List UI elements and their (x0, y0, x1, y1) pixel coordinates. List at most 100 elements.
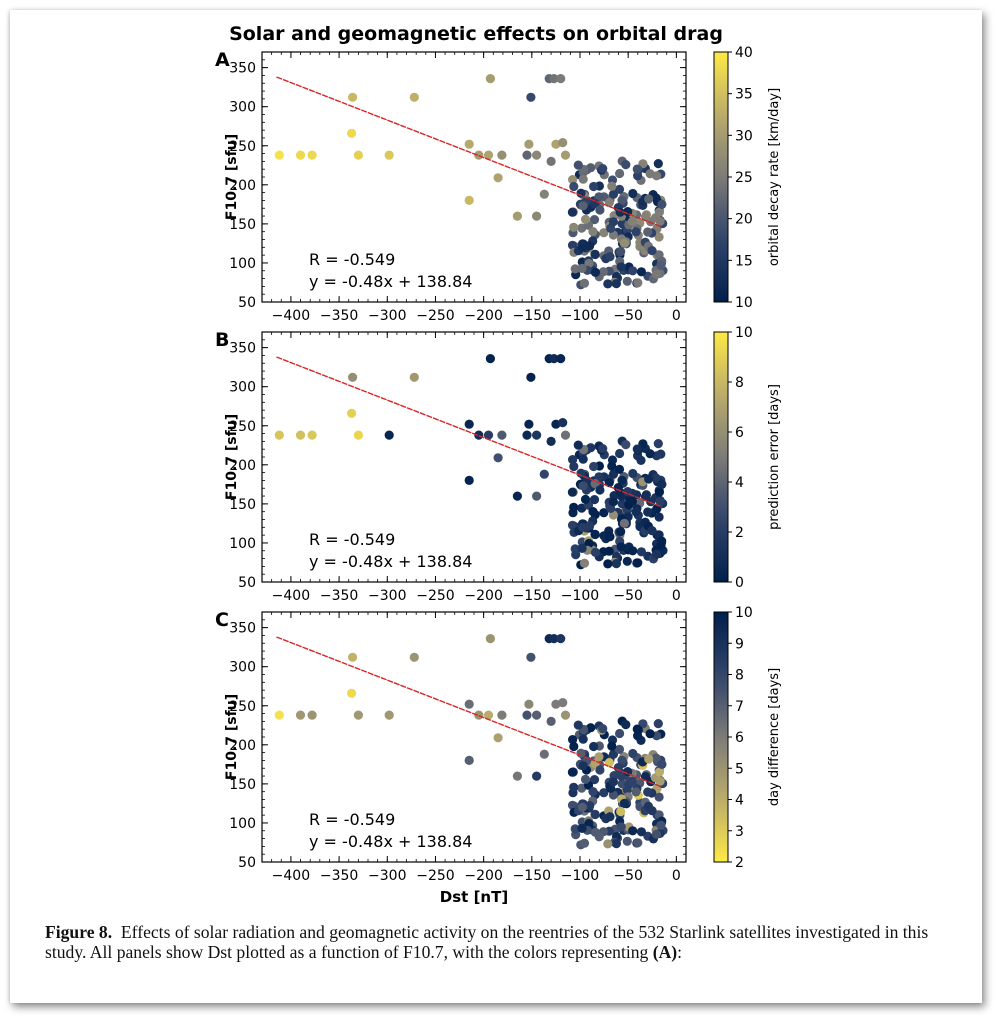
scatter-point (577, 823, 587, 834)
colorbar-tick-label: 7 (735, 699, 744, 715)
scatter-point (409, 372, 419, 382)
scatter-point (524, 419, 534, 429)
colorbar-tick-label: 4 (735, 793, 744, 809)
scatter-point (654, 207, 665, 217)
x-tick-label: −400 (272, 588, 310, 604)
scatter-point (636, 267, 647, 277)
scatter-point (539, 469, 549, 479)
scatter-point (474, 710, 484, 720)
scatter-point (640, 492, 651, 502)
scatter-point (645, 449, 655, 459)
scatter-point (483, 710, 494, 720)
scatter-point (347, 688, 357, 698)
scatter-point (348, 92, 358, 102)
scatter-point (590, 267, 601, 277)
scatter-point (524, 139, 534, 149)
x-axis-label: Dst [nT] (440, 888, 508, 906)
x-tick-label: −400 (272, 868, 310, 884)
colorbar-tick-label: 6 (735, 425, 744, 441)
scatter-point (560, 150, 571, 160)
scatter-point (631, 787, 641, 797)
scatter-point (594, 472, 604, 482)
scatter-point (633, 838, 643, 848)
scatter-point (567, 240, 578, 250)
scatter-point (568, 175, 578, 185)
scatter-point (617, 475, 627, 485)
scatter-point (532, 150, 542, 160)
scatter-point (532, 771, 542, 781)
scatter-point (590, 809, 600, 820)
scatter-point (628, 266, 638, 276)
scatter-point (657, 199, 667, 209)
colorbar-tick-label: 5 (735, 761, 744, 777)
scatter-point (307, 150, 317, 160)
x-tick-label: −250 (416, 588, 454, 604)
fit-line (276, 636, 663, 788)
scatter-point (577, 802, 588, 812)
x-tick-label: −200 (464, 308, 502, 324)
y-tick-label: 100 (229, 536, 256, 552)
scatter-point (654, 487, 665, 497)
scatter-point (493, 453, 503, 463)
scatter-point (474, 150, 484, 160)
scatter-point (611, 559, 622, 569)
scatter-point (651, 473, 661, 483)
fit-line (276, 76, 663, 228)
scatter-point (569, 502, 579, 512)
scatter-point (569, 461, 579, 472)
x-tick-label: −300 (368, 308, 406, 324)
scatter-point (627, 216, 638, 226)
scatter-point (295, 430, 306, 440)
scatter-point (569, 741, 579, 752)
scatter-point (522, 710, 532, 720)
scatter-point (595, 485, 605, 495)
scatter-point (595, 205, 605, 215)
colorbar (713, 51, 729, 303)
scatter-point (573, 440, 583, 450)
scatter-point (347, 408, 357, 418)
scatter-point (619, 518, 630, 528)
scatter-point (654, 767, 665, 777)
x-tick-label: −200 (464, 588, 502, 604)
correlation-text: R = -0.549 (309, 530, 395, 549)
scatter-point (628, 468, 638, 479)
scatter-point (348, 652, 358, 662)
scatter-point (651, 549, 662, 559)
scatter-point (522, 150, 532, 160)
scatter-point (590, 529, 600, 540)
colorbar-tick-label: 40 (735, 45, 753, 61)
scatter-point (569, 222, 579, 232)
scatter-point (608, 497, 619, 507)
panel-A: A −400 −350 −300 −250 −200 −150 −100 −50 0 50 100 15… (215, 45, 782, 324)
y-tick-label: 300 (229, 100, 256, 116)
x-tick-label: −100 (561, 588, 599, 604)
scatter-point (464, 139, 474, 149)
y-tick-label: 350 (229, 621, 256, 637)
scatter-point (580, 214, 591, 224)
x-tick-label: −250 (416, 868, 454, 884)
scatter-point (616, 806, 626, 817)
scatter-point (619, 238, 630, 248)
scatter-point (628, 188, 638, 199)
y-tick-label: 350 (229, 61, 256, 77)
scatter-point (651, 829, 662, 839)
colorbar-tick-label: 8 (735, 375, 744, 391)
scatter-point (577, 242, 588, 252)
y-tick-label: 350 (229, 341, 256, 357)
scatter-point (579, 558, 590, 568)
x-tick-label: −50 (613, 868, 643, 884)
scatter-point (621, 440, 631, 450)
scatter-point (577, 543, 587, 554)
x-tick-label: −300 (368, 868, 406, 884)
scatter-point (560, 710, 571, 720)
scatter-point (647, 806, 657, 816)
scatter-point (643, 787, 653, 797)
scatter-point (384, 150, 394, 160)
scatter-point (632, 724, 642, 734)
y-axis-label: F10.7 [sfu] (224, 414, 240, 500)
scatter-point (573, 160, 583, 170)
scatter-point (577, 263, 587, 273)
x-tick-label: −150 (513, 868, 551, 884)
scatter-point (579, 278, 590, 288)
colorbar-tick-label: 25 (735, 170, 753, 186)
